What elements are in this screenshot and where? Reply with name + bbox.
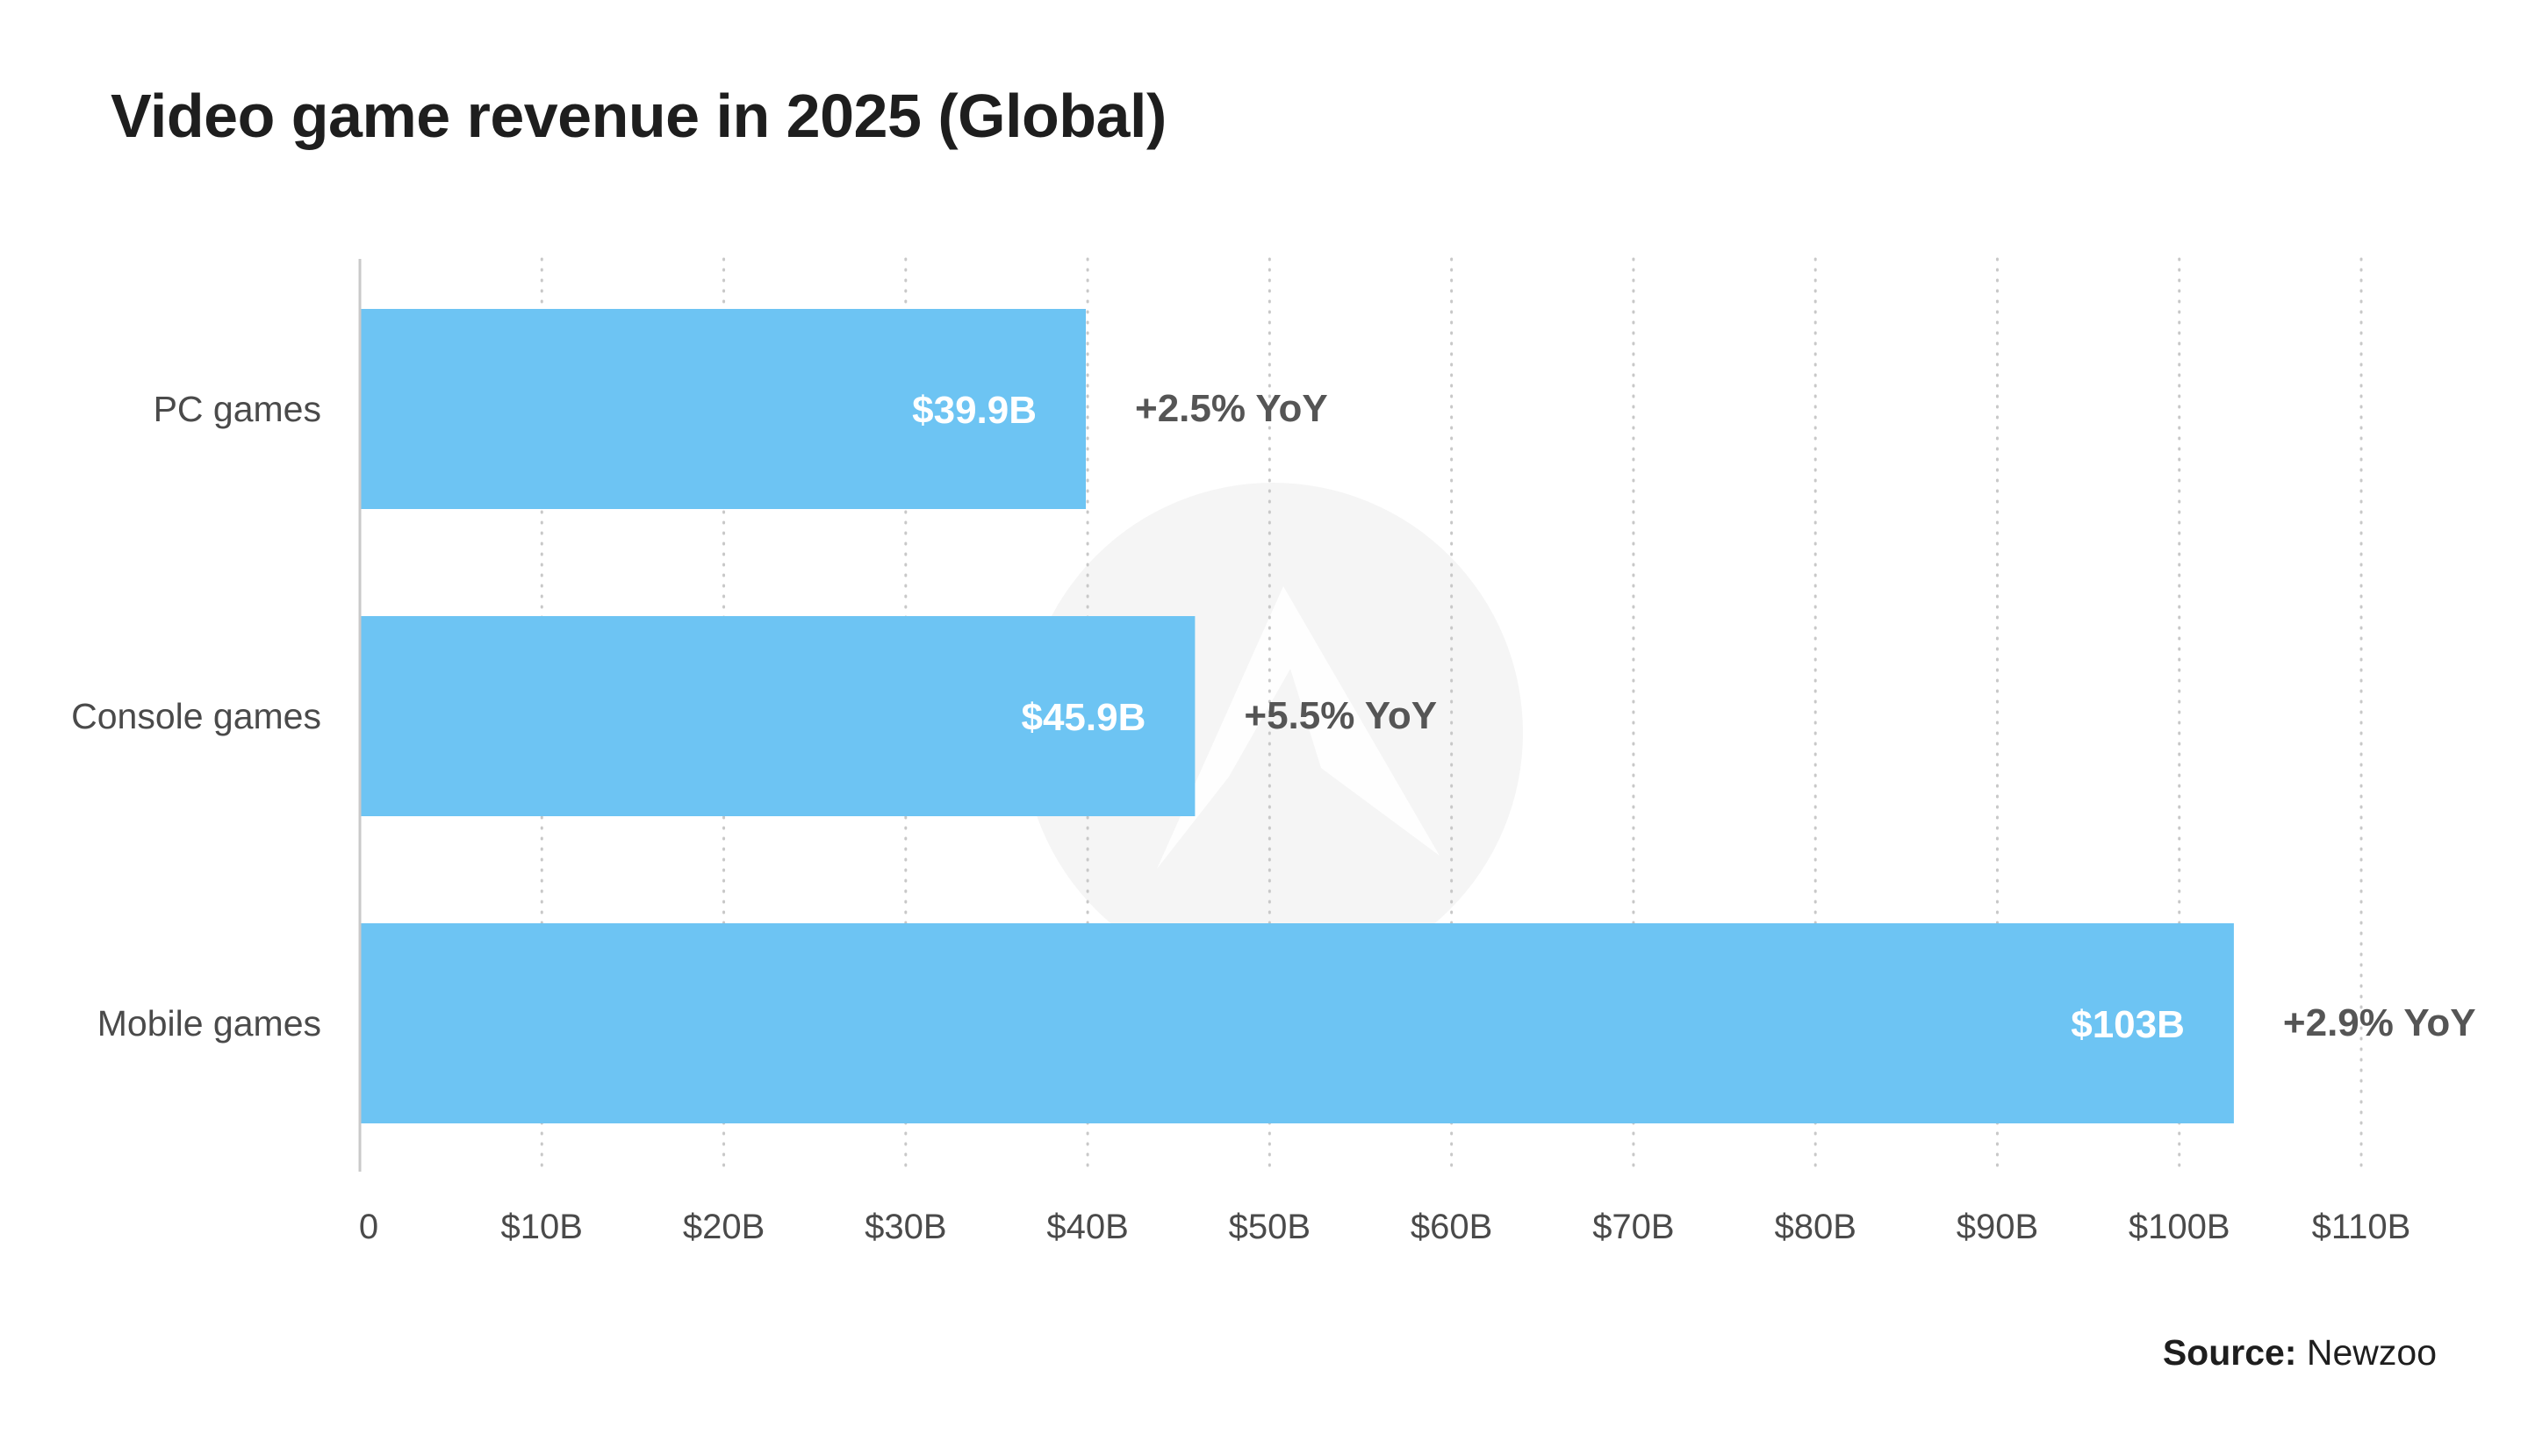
category-label: Console games	[71, 696, 321, 736]
yoy-annotation: +2.9% YoY	[2283, 1001, 2476, 1044]
source-value: Newzoo	[2306, 1332, 2437, 1373]
bar-console-games	[360, 616, 1196, 816]
x-tick-label: $50B	[1229, 1208, 1311, 1246]
bar-value-label: $45.9B	[1021, 696, 1146, 739]
source-note: Source: Newzoo	[2163, 1332, 2437, 1374]
x-tick-label: $90B	[1957, 1208, 2038, 1246]
x-tick-label: $110B	[2312, 1208, 2411, 1246]
category-label: Mobile games	[97, 1003, 321, 1044]
bar-mobile-games	[360, 923, 2234, 1123]
x-tick-label: $30B	[865, 1208, 946, 1246]
x-tick-label: $70B	[1592, 1208, 1674, 1246]
labels: PC games $39.9B +2.5% YoY Console games $45.…	[71, 387, 2476, 1046]
x-tick-label: 0	[359, 1208, 378, 1246]
x-tick-label: $80B	[1774, 1208, 1856, 1246]
x-tick-label: $60B	[1411, 1208, 1492, 1246]
yoy-annotation: +2.5% YoY	[1135, 387, 1328, 430]
chart-title: Video game revenue in 2025 (Global)	[111, 82, 1167, 150]
source-label: Source:	[2162, 1332, 2297, 1373]
x-tick-label: $10B	[501, 1208, 583, 1246]
axes: 0 $10B $20B $30B $40B $50B $60B $70B $80B $90B $10…	[358, 259, 2411, 1246]
bar-value-label: $103B	[2071, 1003, 2185, 1046]
x-tick-label: $20B	[683, 1208, 765, 1246]
x-tick-label: $40B	[1046, 1208, 1128, 1246]
watermark-logo	[1023, 483, 1523, 983]
yoy-annotation: +5.5% YoY	[1244, 694, 1437, 737]
x-tick-label: $100B	[2129, 1208, 2230, 1246]
bar-pc-games	[360, 309, 1087, 509]
bar-value-label: $39.9B	[912, 389, 1037, 432]
bars	[360, 309, 2234, 1123]
category-label: PC games	[154, 389, 321, 429]
